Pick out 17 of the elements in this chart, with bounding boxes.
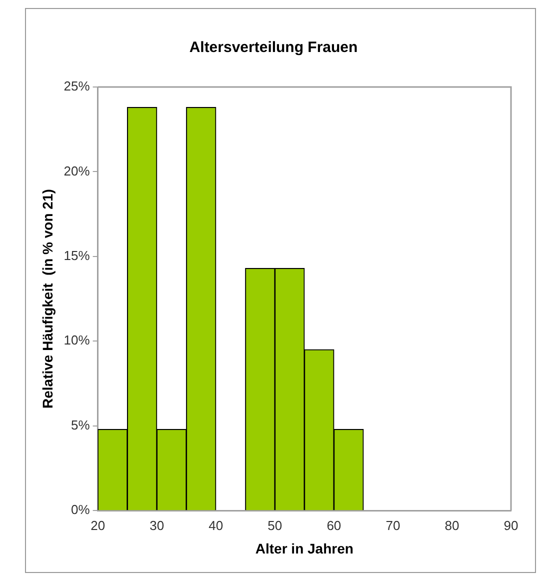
y-tick-label: 5% <box>71 417 90 432</box>
x-tick-label: 70 <box>386 518 400 533</box>
x-axis-title: Alter in Jahren <box>255 540 354 556</box>
y-axis-title: Relative Häufigkeit (in % von 21) <box>39 189 56 408</box>
x-tick-label: 50 <box>268 518 282 533</box>
y-tick-label: 20% <box>64 163 90 178</box>
x-tick-label: 30 <box>150 518 164 533</box>
x-tick-label: 20 <box>90 518 106 533</box>
x-tick-label: 90 <box>504 518 518 533</box>
x-tick-label: 80 <box>444 518 460 533</box>
y-tick-label: 15% <box>64 248 90 264</box>
y-tick-label: 10% <box>64 332 90 348</box>
y-tick-label: 25% <box>64 78 90 94</box>
x-tick-label: 60 <box>326 518 342 533</box>
y-tick-label: 0% <box>71 502 90 518</box>
chart-title: Altersverteilung Frauen <box>189 39 358 56</box>
x-tick-label: 40 <box>208 518 224 533</box>
